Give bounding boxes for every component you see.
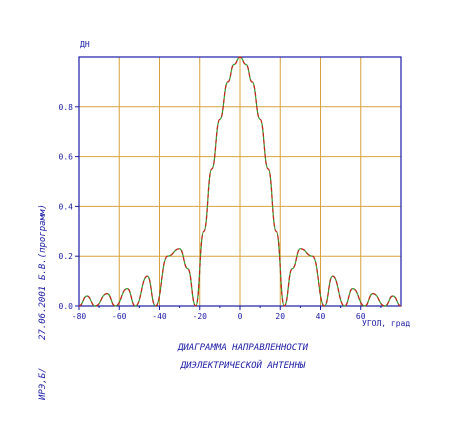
side-note-stamp: ИРЭ,Б/ (38, 367, 48, 401)
x-tick-label: -80 (72, 312, 87, 321)
x-tick-label: -40 (152, 312, 167, 321)
x-tick-label: 20 (275, 312, 285, 321)
x-tick-label: 60 (356, 312, 366, 321)
x-axis-label: УГОЛ, град (362, 319, 410, 328)
series-layer (78, 56, 402, 307)
side-note-author: Б.В.(программ) (38, 204, 48, 280)
y-axis-label: ДН (80, 40, 90, 49)
x-tick-label: -60 (112, 312, 127, 321)
series-line-2 (78, 56, 402, 307)
axis-ticks: -80 -60 -40 -20 0 20 40 60 0.0 0.2 0.4 0.6 0.8 (59, 103, 382, 321)
y-tick-label: 0.6 (59, 153, 74, 162)
side-note-date: 27.06.2001 (38, 286, 48, 340)
y-tick-label: 0.8 (59, 103, 74, 112)
chart-title-line-1: ДИАГРАММА НАПРАВЛЕННОСТИ (177, 343, 309, 353)
grid (79, 57, 401, 306)
y-tick-label: 0.4 (59, 202, 74, 211)
chart-title-line-2: ДИЭЛЕКТРИЧЕСКОЙ АНТЕННЫ (180, 359, 306, 371)
side-notes: ИРЭ,Б/ 27.06.2001 Б.В.(программ) (38, 204, 48, 401)
x-tick-label: -20 (193, 312, 208, 321)
x-tick-label: 0 (238, 312, 243, 321)
y-tick-label: 0.2 (59, 252, 74, 261)
x-tick-label: 40 (316, 312, 326, 321)
y-tick-label: 0.0 (59, 302, 74, 311)
